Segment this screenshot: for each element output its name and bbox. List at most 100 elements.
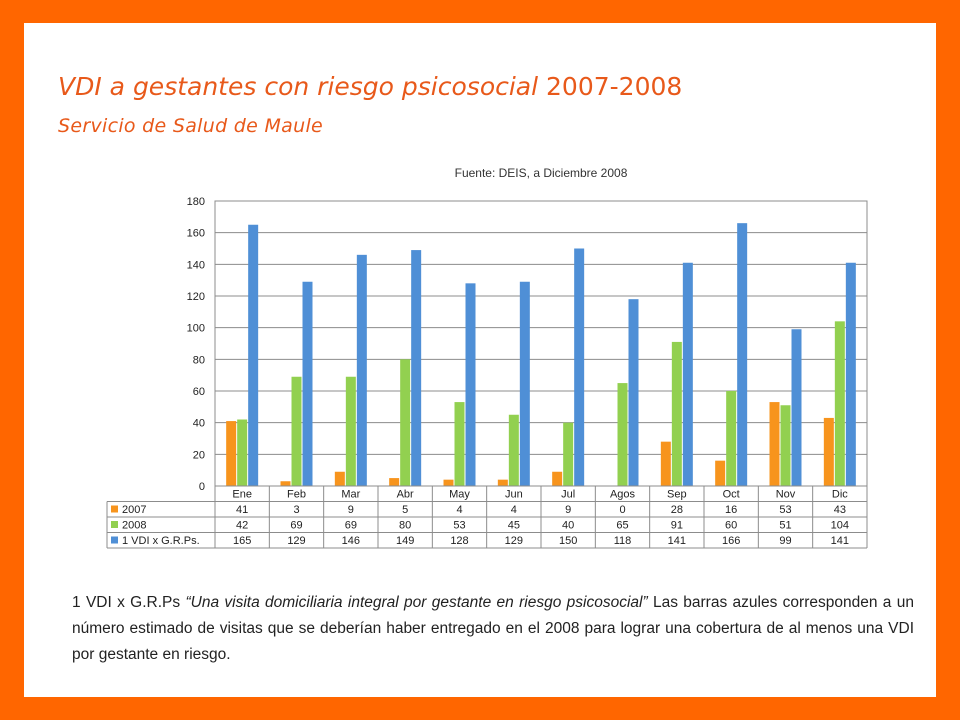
- data-label: 42: [236, 520, 248, 532]
- y-tick-label: 180: [187, 196, 205, 208]
- footnote: 1 VDI x G.R.Ps “Una visita domiciliaria …: [72, 590, 914, 668]
- y-tick-label: 0: [199, 481, 205, 493]
- data-label: 51: [779, 520, 791, 532]
- bar-2007-jul: [552, 471, 563, 486]
- data-label: 65: [616, 520, 628, 532]
- data-label: 9: [565, 504, 571, 516]
- y-tick-label: 140: [187, 259, 205, 271]
- data-label: 4: [511, 504, 517, 516]
- x-tick-label: Mar: [341, 489, 360, 501]
- data-label: 141: [831, 535, 849, 547]
- data-label: 53: [453, 520, 465, 532]
- bar-2007-ene: [226, 421, 237, 486]
- bar-1-vdi-x-g-r-ps--dic: [845, 262, 856, 486]
- x-tick-label: Agos: [610, 489, 636, 501]
- bar-2007-abr: [389, 478, 400, 486]
- bar-2007-may: [443, 479, 454, 486]
- data-label: 80: [399, 520, 411, 532]
- data-label: 146: [342, 535, 360, 547]
- x-tick-label: Jul: [561, 489, 575, 501]
- bar-1-vdi-x-g-r-ps--may: [465, 283, 476, 486]
- bar-2007-feb: [280, 481, 291, 486]
- y-tick-label: 20: [193, 449, 205, 461]
- bar-2008-abr: [400, 359, 411, 486]
- data-label: 129: [505, 535, 523, 547]
- bar-1-vdi-x-g-r-ps--abr: [411, 250, 422, 486]
- data-label: 104: [831, 520, 849, 532]
- data-label: 69: [345, 520, 357, 532]
- data-label: 69: [290, 520, 302, 532]
- data-label: 141: [668, 535, 686, 547]
- legend-label: 1 VDI x G.R.Ps.: [122, 535, 200, 547]
- footnote-lead: 1 VDI x G.R.Ps: [72, 594, 181, 611]
- legend-label: 2008: [122, 520, 146, 532]
- bar-1-vdi-x-g-r-ps--feb: [302, 281, 313, 486]
- data-label: 53: [779, 504, 791, 516]
- bar-1-vdi-x-g-r-ps--agos: [628, 299, 639, 486]
- data-label: 16: [725, 504, 737, 516]
- y-tick-label: 160: [187, 228, 205, 240]
- legend-swatch: [111, 505, 118, 513]
- bar-2007-mar: [334, 471, 345, 486]
- data-label: 149: [396, 535, 414, 547]
- data-label: 4: [456, 504, 462, 516]
- bar-2008-ene: [237, 419, 248, 486]
- legend-label: 2007: [122, 504, 146, 516]
- bar-2007-jun: [497, 479, 508, 486]
- x-tick-label: Dic: [832, 489, 848, 501]
- legend-swatch: [111, 521, 118, 528]
- y-tick-label: 40: [193, 418, 205, 430]
- x-tick-label: May: [449, 489, 470, 501]
- bar-2008-jul: [563, 422, 574, 486]
- legend-swatch: [111, 536, 118, 544]
- data-label: 150: [559, 535, 577, 547]
- title-text: VDI a gestantes con riesgo psicosocial: [58, 72, 539, 101]
- bar-1-vdi-x-g-r-ps--nov: [791, 329, 802, 486]
- bar-1-vdi-x-g-r-ps--ene: [248, 224, 259, 486]
- data-label: 118: [614, 535, 632, 547]
- title-years: 2007-2008: [546, 72, 683, 101]
- data-label: 60: [725, 520, 737, 532]
- y-tick-label: 100: [187, 323, 205, 335]
- page-subtitle: Servicio de Salud de Maule: [58, 115, 324, 137]
- x-tick-label: Abr: [397, 489, 414, 501]
- bar-2008-dic: [834, 321, 845, 486]
- bar-1-vdi-x-g-r-ps--jul: [574, 248, 585, 486]
- y-tick-label: 80: [193, 354, 205, 366]
- x-tick-label: Oct: [723, 489, 740, 501]
- data-label: 165: [233, 535, 251, 547]
- bar-2008-jun: [508, 414, 519, 486]
- y-tick-label: 120: [187, 291, 205, 303]
- data-label: 43: [834, 504, 846, 516]
- data-label: 40: [562, 520, 574, 532]
- data-label: 166: [722, 535, 740, 547]
- data-label: 91: [671, 520, 683, 532]
- bar-1-vdi-x-g-r-ps--sep: [682, 262, 693, 486]
- data-label: 99: [779, 535, 791, 547]
- bar-2008-agos: [617, 383, 628, 486]
- data-label: 128: [450, 535, 468, 547]
- chart-title: Fuente: DEIS, a Diciembre 2008: [455, 166, 628, 180]
- x-tick-label: Jun: [505, 489, 523, 501]
- plot-border: [214, 200, 868, 487]
- bar-2007-sep: [660, 441, 671, 486]
- data-label: 9: [348, 504, 354, 516]
- bar-1-vdi-x-g-r-ps--mar: [356, 254, 367, 486]
- bar-1-vdi-x-g-r-ps--jun: [519, 281, 530, 486]
- bar-2008-mar: [345, 376, 356, 486]
- footnote-body: Las barras azules corresponden a un núme…: [72, 594, 914, 663]
- data-label: 45: [508, 520, 520, 532]
- page-title: VDI a gestantes con riesgo psicosocial 2…: [58, 72, 682, 101]
- y-tick-label: 60: [193, 386, 205, 398]
- x-tick-label: Ene: [232, 489, 252, 501]
- data-label: 3: [293, 504, 299, 516]
- bar-1-vdi-x-g-r-ps--oct: [737, 223, 748, 486]
- x-tick-label: Nov: [776, 489, 796, 501]
- bar-2008-may: [454, 402, 465, 486]
- bar-2008-oct: [726, 391, 737, 486]
- bar-2007-nov: [769, 402, 780, 486]
- bar-2008-feb: [291, 376, 302, 486]
- data-label: 0: [619, 504, 625, 516]
